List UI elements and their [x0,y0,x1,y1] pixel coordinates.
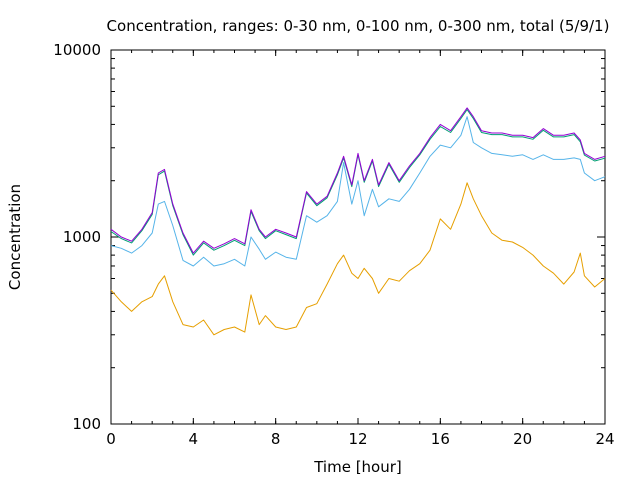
series-line-0 [110,107,606,254]
x-axis-label: Time [hour] [313,458,402,476]
series-group [110,107,606,336]
x-tick-label: 4 [189,430,199,448]
x-tick-label: 16 [431,430,450,448]
y-tick-label: 100 [72,415,101,433]
y-axis-label: Concentration [6,184,24,290]
x-tick-label: 24 [595,430,614,448]
series-line-2 [110,116,606,267]
x-tick-label: 20 [513,430,532,448]
series-line-3 [110,182,606,336]
chart-title: Concentration, ranges: 0-30 nm, 0-100 nm… [107,17,610,35]
x-tick-label: 8 [271,430,281,448]
x-tick-label: 12 [348,430,367,448]
y-tick-label: 10000 [53,41,101,59]
x-tick-label: 0 [106,430,116,448]
axis-ticks: 0 4 8 12 16 20 24 100 1000 10000 [53,41,614,448]
y-tick-label: 1000 [63,228,101,246]
